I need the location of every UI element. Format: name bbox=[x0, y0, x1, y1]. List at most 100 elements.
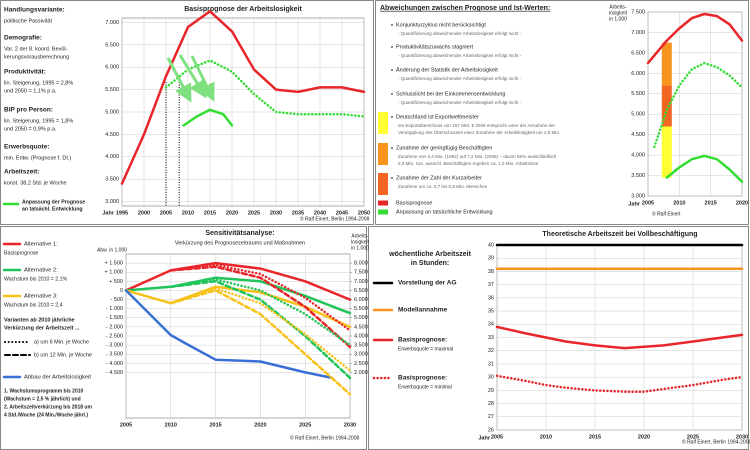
x-axis-label: Jahr bbox=[102, 210, 114, 216]
y2-tick-label: 5.500 bbox=[354, 306, 368, 312]
legend-label: Anpassung an tatsächliche Entwicklung bbox=[396, 209, 493, 215]
legend-label: Basisprognose bbox=[396, 200, 432, 206]
credit: © Ralf Einert, Berlin 1994-2008 bbox=[682, 438, 750, 445]
x-tick-label: 2005 bbox=[491, 434, 503, 440]
item-note: - Quantifizierung abweichender Arbeitslo… bbox=[398, 53, 522, 58]
y-tick-label: - 3.000 bbox=[106, 343, 123, 349]
y2-tick-label: 3.000 bbox=[354, 352, 368, 358]
x-tick-label: 2040 bbox=[314, 210, 326, 216]
footnote: 1. Wachstumsprogramm bis 2010 bbox=[4, 388, 84, 394]
arrow bbox=[190, 55, 215, 102]
y2-axis-label: Arbeits- bbox=[351, 233, 369, 239]
x-tick-label: 2030 bbox=[270, 210, 282, 216]
legend-swatch bbox=[378, 200, 388, 206]
y-tick-label: 4.500 bbox=[631, 132, 645, 138]
y-tick-label: 0 bbox=[120, 288, 123, 294]
x-tick-label: 2030 bbox=[736, 434, 748, 440]
series-line bbox=[120, 10, 366, 185]
y-tick-label: 38 bbox=[488, 269, 494, 275]
note-text: min. Entw. (Prognose f. Dt.) bbox=[4, 155, 71, 161]
footnote: (Wachstum = 2,5 % jährlich) und bbox=[4, 396, 81, 402]
x-tick-label: 2005 bbox=[642, 200, 654, 206]
y2-tick-label: 8.000 bbox=[354, 261, 368, 267]
legend-label: Anpassung der Prognose bbox=[22, 199, 85, 205]
y-tick-label: 7.000 bbox=[105, 20, 119, 26]
variants-title: Varianten ab 2010 jährliche bbox=[4, 317, 75, 323]
y-tick-label: 32 bbox=[488, 348, 494, 354]
note-heading: Handlungsvariante: bbox=[4, 7, 65, 14]
legend-label: Basisprognose: bbox=[398, 337, 447, 344]
y2-tick-label: 5.000 bbox=[354, 315, 368, 321]
sidebar-title: wöchentliche Arbeitszeit bbox=[388, 251, 471, 258]
x-tick-label: 2005 bbox=[120, 422, 132, 428]
y-tick-label: 29 bbox=[488, 388, 494, 394]
legend-label: Alternative 3: bbox=[24, 294, 58, 300]
item-note: - Quantifizierung abweichender Arbeitslo… bbox=[398, 76, 522, 81]
y2-tick-label: 4.000 bbox=[354, 333, 368, 339]
y2-axis-label: in 1.000 bbox=[351, 245, 369, 251]
series-line bbox=[169, 287, 352, 372]
legend-note: Wachstum bis 2010 = 2,1% bbox=[4, 276, 67, 282]
x-tick-label: 2020 bbox=[226, 210, 238, 216]
item-note: Zunahme von 4,4 Mio. (1992) auf 7,2 Mio.… bbox=[398, 154, 557, 159]
item-note: - Quantifizierung abweichender Arbeitslo… bbox=[398, 100, 522, 105]
footnote: 2. Arbeitszeitverkürzung bis 2018 um bbox=[4, 404, 92, 410]
y-tick-label: 33 bbox=[488, 335, 494, 341]
x-tick-label: 2015 bbox=[705, 200, 717, 206]
bar-segment bbox=[661, 42, 672, 86]
legend-label: Alternative 1: bbox=[24, 242, 58, 248]
x-tick-label: 2045 bbox=[336, 210, 348, 216]
y-tick-label: 40 bbox=[488, 242, 494, 248]
y2-tick-label: 4.500 bbox=[354, 324, 368, 330]
y-tick-label: 3.000 bbox=[631, 193, 645, 199]
x-tick-label: 2025 bbox=[248, 210, 260, 216]
note-text: lin. Steigerung, 1995 = 1,8% bbox=[4, 118, 73, 124]
x-tick-label: 2020 bbox=[736, 200, 748, 206]
note-text: lin. Steigerung, 1995 = 2,8% bbox=[4, 80, 73, 86]
item-text: Zunahme der Zahl der Kurzarbeiter bbox=[396, 175, 482, 181]
bullet bbox=[391, 147, 393, 149]
series-line bbox=[169, 280, 352, 380]
legend-label: Vorstellung der AG bbox=[398, 280, 457, 287]
legend-note: Basisprognose bbox=[4, 250, 38, 256]
y2-axis-label: losigkeit bbox=[351, 239, 370, 245]
variants-title: Verkürzung der Arbeitszeit ... bbox=[4, 325, 80, 331]
y-tick-label: + 1.000 bbox=[104, 270, 123, 276]
footnote: 4 Std./Woche (24 Min./Woche jährl.) bbox=[4, 412, 88, 418]
item-color bbox=[378, 112, 388, 134]
y-tick-label: - 500 bbox=[110, 297, 123, 303]
y-axis-label: Abw. in 1.000 bbox=[97, 247, 127, 253]
item-text: Schlusslicht bei der Einkommensentwicklu… bbox=[396, 91, 505, 97]
chart-title: Basisprognose der Arbeitslosigkeit bbox=[184, 6, 302, 13]
series-line bbox=[164, 59, 366, 118]
y2-tick-label: 2.500 bbox=[354, 361, 368, 367]
legend-label: Modellannahme bbox=[398, 307, 448, 314]
series-line bbox=[124, 261, 352, 301]
y-tick-label: - 4.500 bbox=[106, 370, 123, 376]
note-text: konst. 38,2 Std. je Woche bbox=[4, 180, 67, 186]
note-text: und 2050 = 0,9% p.a. bbox=[4, 126, 57, 132]
chart-title: Sensitivitätsanalyse: bbox=[205, 230, 274, 237]
legend-label: Alternative 2: bbox=[24, 268, 58, 274]
y2-tick-label: 7.500 bbox=[354, 270, 368, 276]
y-tick-label: + 500 bbox=[109, 279, 123, 285]
item-text: Konjunkturzyklus nicht berücksichtigt bbox=[396, 22, 486, 28]
y-tick-label: 28 bbox=[488, 401, 494, 407]
note-text: politische Passivität bbox=[4, 18, 52, 24]
note-heading: Arbeitszeit: bbox=[4, 169, 39, 176]
y-tick-label: 4.000 bbox=[631, 153, 645, 159]
note-text: kerungsvorausberechnung bbox=[4, 54, 69, 60]
item-text: Zunahme der geringfügig Beschäftigten bbox=[396, 145, 492, 151]
y-axis-label: Arbeits- bbox=[609, 4, 627, 10]
note-heading: BIP pro Person: bbox=[4, 107, 53, 114]
y-tick-label: - 4.000 bbox=[106, 361, 123, 367]
bullet bbox=[391, 69, 393, 71]
legend-label: Abbau der Arbeitslosigkeit bbox=[24, 375, 91, 381]
y-tick-label: 6.000 bbox=[631, 71, 645, 77]
y-tick-label: 3.500 bbox=[631, 173, 645, 179]
x-tick-label: 2000 bbox=[138, 210, 150, 216]
y-tick-label: 6.500 bbox=[105, 42, 119, 48]
series-line bbox=[495, 325, 744, 350]
credit: © Ralf Einert, Berlin 1994-2008 bbox=[300, 215, 369, 222]
